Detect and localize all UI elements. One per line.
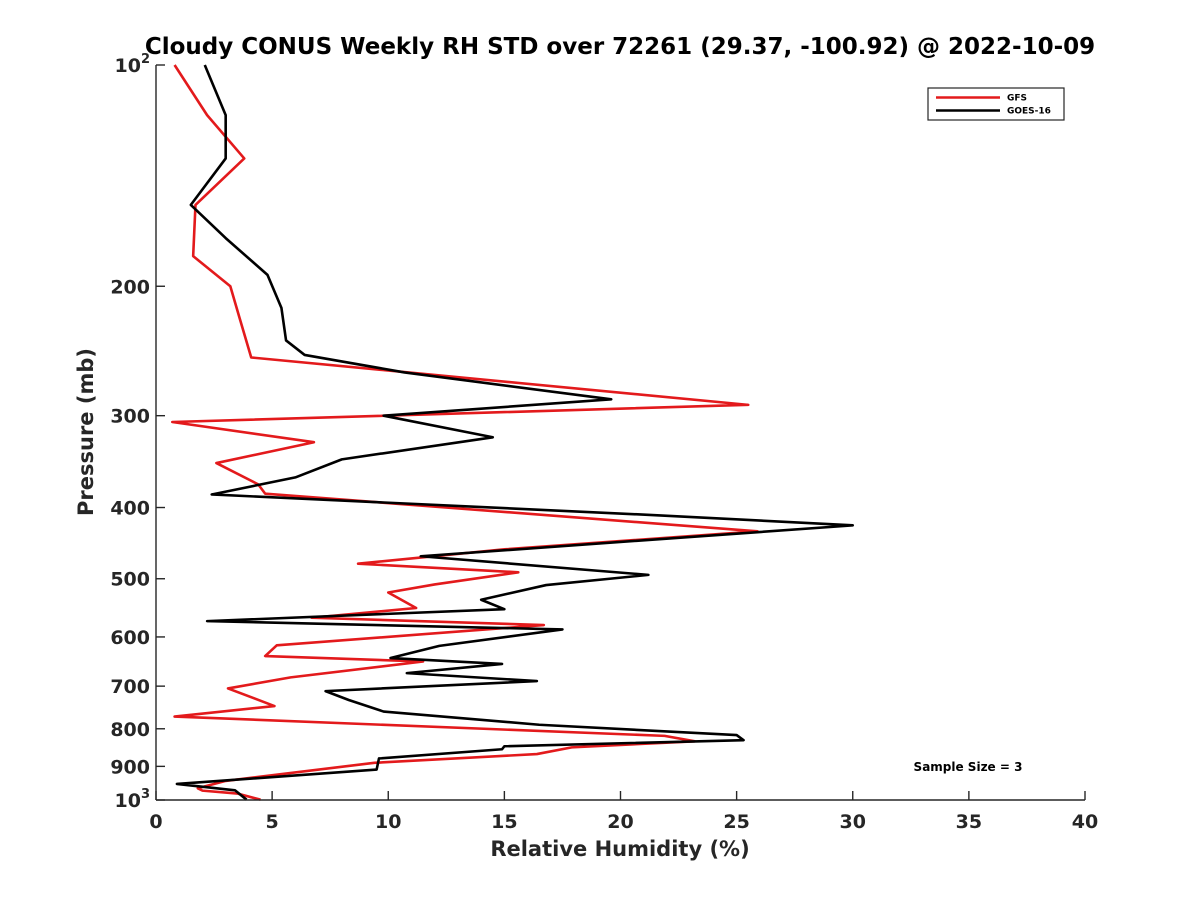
y-tick-label: 103 [115,787,151,812]
y-tick-label: 700 [110,676,150,698]
x-tick-label: 5 [266,811,279,833]
legend-box [927,87,1065,121]
y-tick-label: 300 [110,406,150,428]
legend-label-gfs: GFS [1007,94,1027,104]
x-tick-label: 15 [491,811,517,833]
x-tick-label: 10 [375,811,401,833]
legend-label-goes16: GOES-16 [1007,107,1051,117]
x-axis-label: Relative Humidity (%) [490,837,749,861]
ticks-layer: 0 5 10 15 20 25 30 35 40 102 200 300 400 500 600 700 800… [110,52,1098,833]
x-tick-label: 30 [840,811,866,833]
y-tick-label: 102 [115,52,151,77]
series-layer [170,64,855,801]
sample-size-annotation: Sample Size = 3 [914,760,1023,774]
series-line-gfs [170,64,759,801]
legend: GFS GOES-16 [927,87,1065,121]
y-tick-label: 900 [110,756,150,778]
x-tick-label: 0 [149,811,162,833]
y-tick-label: 200 [110,276,150,298]
x-tick-label: 25 [723,811,749,833]
x-tick-label: 35 [956,811,982,833]
y-axis-label: Pressure (mb) [74,348,98,516]
y-tick-label: 500 [110,569,150,591]
y-tick-label: 800 [110,719,150,741]
y-tick-label: 600 [110,627,150,649]
axes-layer [155,65,1085,801]
x-tick-label: 40 [1072,811,1098,833]
chart-title: Cloudy CONUS Weekly RH STD over 72261 (2… [145,34,1095,60]
x-tick-label: 20 [607,811,633,833]
y-tick-label: 400 [110,498,150,520]
series-line-goes-16 [175,64,855,801]
